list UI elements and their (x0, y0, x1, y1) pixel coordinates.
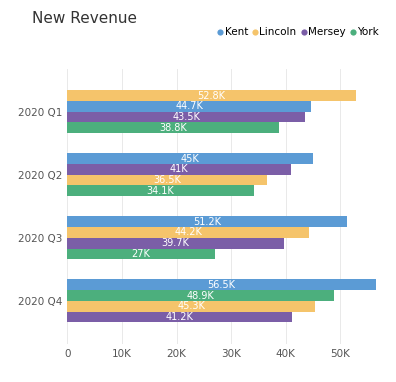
Text: 45K: 45K (181, 154, 200, 163)
Bar (67, 227, 309, 238)
Text: 36.5K: 36.5K (153, 175, 181, 185)
Text: 48.9K: 48.9K (187, 291, 215, 301)
Bar (67, 101, 312, 112)
Bar (67, 238, 284, 249)
Bar (67, 301, 315, 312)
Bar (67, 186, 253, 196)
Text: 44.2K: 44.2K (174, 227, 202, 238)
Bar (67, 249, 215, 259)
Bar (67, 216, 347, 227)
Text: 41.2K: 41.2K (166, 312, 194, 322)
Text: New Revenue: New Revenue (32, 11, 137, 26)
Bar (67, 153, 313, 164)
Text: 44.7K: 44.7K (175, 101, 203, 111)
Text: 41K: 41K (170, 164, 188, 174)
Text: 27K: 27K (131, 249, 150, 259)
Text: 43.5K: 43.5K (172, 112, 200, 122)
Text: 34.1K: 34.1K (147, 186, 174, 196)
Bar (67, 312, 292, 322)
Text: 52.8K: 52.8K (198, 91, 225, 100)
Bar (67, 175, 267, 186)
Bar (67, 112, 305, 122)
Legend: Kent, Lincoln, Mersey, York: Kent, Lincoln, Mersey, York (219, 27, 379, 37)
Text: 38.8K: 38.8K (160, 123, 187, 133)
Bar (67, 164, 291, 175)
Text: 51.2K: 51.2K (193, 217, 221, 227)
Bar (67, 280, 376, 290)
Text: 56.5K: 56.5K (208, 280, 236, 290)
Bar (67, 122, 279, 133)
Text: 39.7K: 39.7K (162, 238, 190, 248)
Bar (67, 290, 334, 301)
Bar (67, 90, 356, 101)
Text: 45.3K: 45.3K (177, 301, 205, 311)
